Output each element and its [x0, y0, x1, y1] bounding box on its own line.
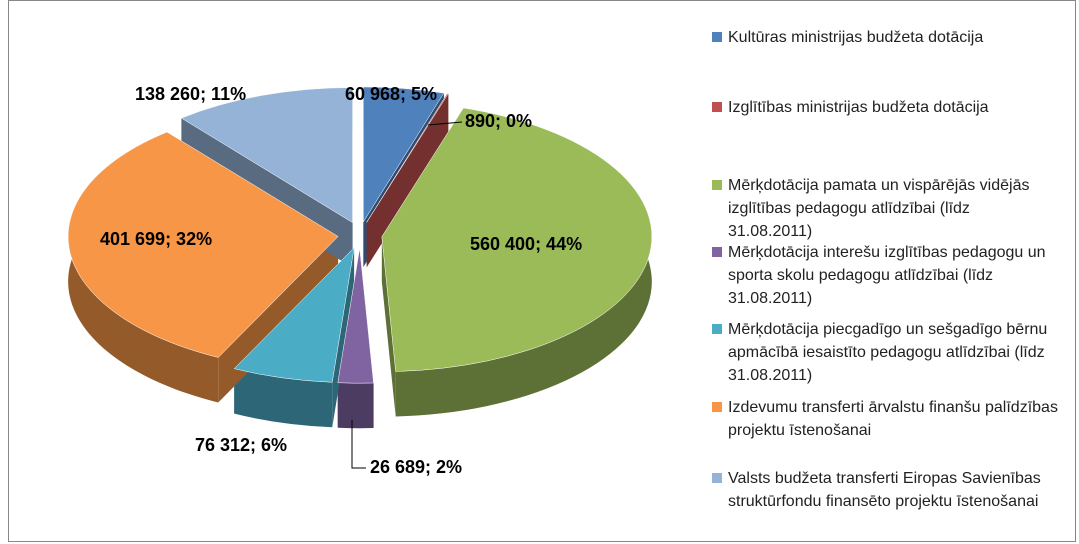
leader-line [427, 121, 463, 126]
legend-item: Kultūras ministrijas budžeta dotācija [712, 26, 1058, 49]
slice-wall [366, 93, 449, 268]
data-label: 138 260; 11% [135, 84, 246, 104]
data-label: 560 400; 44% [470, 234, 582, 254]
legend-swatch [712, 180, 722, 190]
slice [180, 87, 353, 224]
data-label: 60 968; 5% [345, 84, 437, 104]
legend-item: Izdevumu transferti ārvalstu finanšu pal… [712, 396, 1058, 442]
legend-swatch [712, 32, 722, 42]
legend-label: Kultūras ministrijas budžeta dotācija [728, 29, 984, 46]
slice-side [337, 382, 374, 429]
legend-swatch [712, 102, 722, 112]
legend-label: Valsts budžeta transferti Eiropas Savien… [728, 470, 1041, 510]
data-label: 401 699; 32% [100, 229, 212, 249]
slice [337, 248, 374, 384]
legend-label: Mērķdotācija interešu izglītības pedagog… [728, 244, 1046, 307]
slice [363, 86, 445, 223]
legend-swatch [712, 324, 722, 334]
legend-swatch [712, 473, 722, 483]
legend-label: Izglītības ministrijas budžeta dotācija [728, 99, 989, 116]
legend-label: Mērķdotācija pamata un vispārējās vidējā… [728, 177, 1030, 240]
slice [381, 107, 653, 372]
legend-item: Valsts budžeta transferti Eiropas Savien… [712, 467, 1058, 513]
slice [67, 131, 339, 358]
legend-item: Izglītības ministrijas budžeta dotācija [712, 96, 1058, 119]
legend-item: Mērķdotācija piecgadīgo un sešgadīgo bēr… [712, 318, 1058, 387]
data-label: 26 689; 2% [370, 457, 462, 477]
data-label: 76 312; 6% [195, 435, 287, 455]
chart-frame [8, 0, 1076, 542]
legend-item: Mērķdotācija interešu izglītības pedagog… [712, 241, 1058, 310]
legend-label: Mērķdotācija piecgadīgo un sešgadīgo bēr… [728, 321, 1048, 384]
legend-label: Izdevumu transferti ārvalstu finanšu pal… [728, 399, 1058, 439]
slice-side [234, 368, 333, 428]
slice-side [447, 93, 449, 139]
legend-item: Mērķdotācija pamata un vispārējās vidējā… [712, 174, 1058, 243]
slice [366, 93, 449, 223]
legend-swatch [712, 247, 722, 257]
leader-line [351, 420, 366, 469]
slice [233, 246, 355, 383]
legend-swatch [712, 402, 722, 412]
data-label: 890; 0% [465, 111, 532, 131]
